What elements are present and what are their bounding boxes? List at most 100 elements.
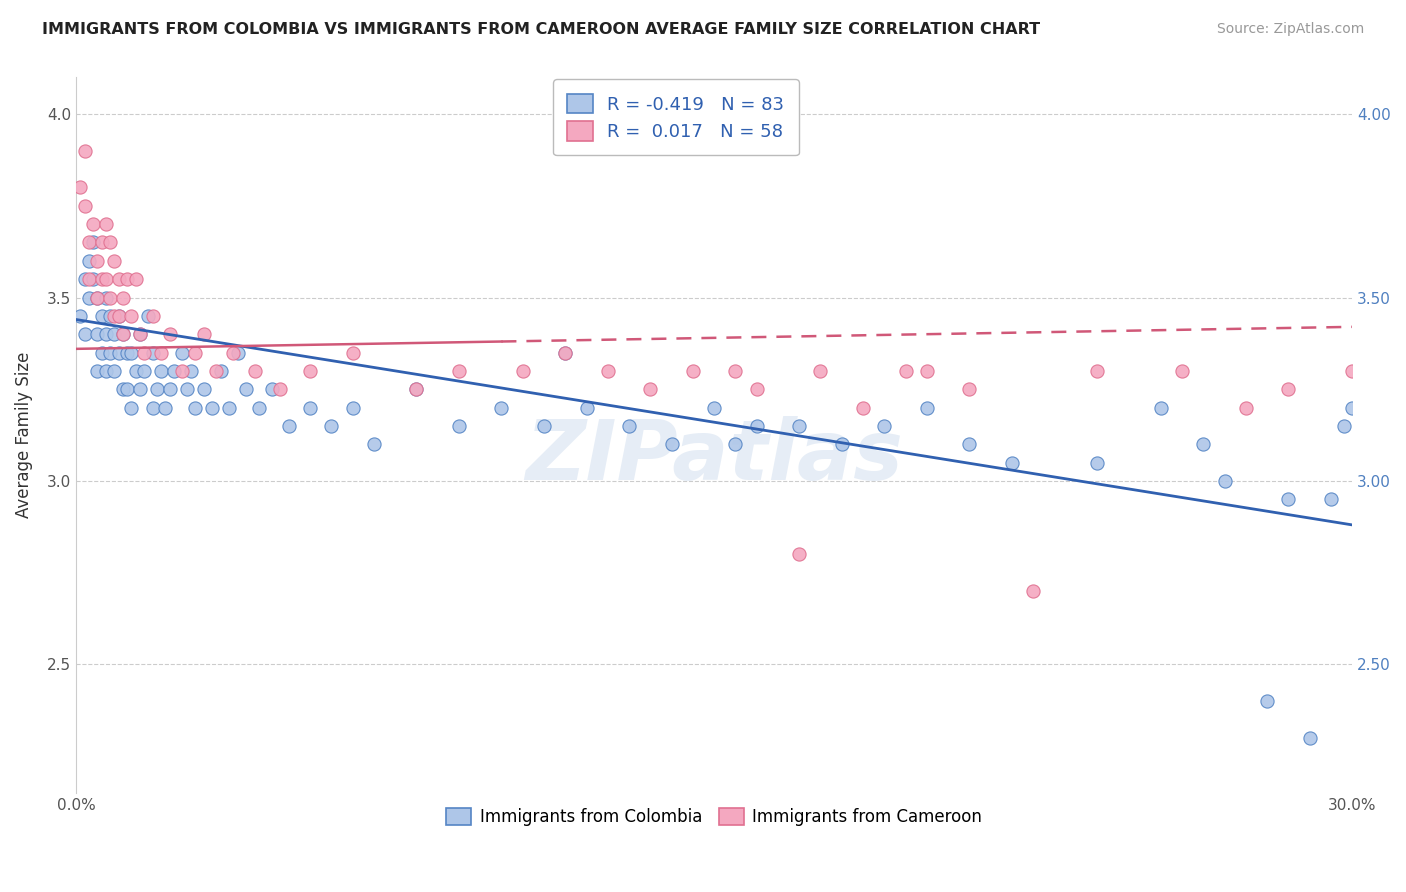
Point xyxy=(787,418,810,433)
Point xyxy=(1277,492,1299,507)
Point xyxy=(1234,401,1257,415)
Point xyxy=(243,364,266,378)
Point xyxy=(98,235,121,250)
Point xyxy=(103,364,125,378)
Point xyxy=(491,401,513,415)
Point xyxy=(661,437,683,451)
Point xyxy=(298,401,321,415)
Point xyxy=(873,418,896,433)
Point xyxy=(146,382,169,396)
Point xyxy=(128,382,150,396)
Point xyxy=(915,364,938,378)
Point xyxy=(90,309,112,323)
Point xyxy=(107,309,129,323)
Point xyxy=(201,401,224,415)
Point xyxy=(596,364,619,378)
Point xyxy=(1333,418,1355,433)
Point xyxy=(90,235,112,250)
Point xyxy=(724,364,747,378)
Point xyxy=(142,345,165,359)
Point xyxy=(1171,364,1194,378)
Point xyxy=(915,401,938,415)
Point xyxy=(94,291,117,305)
Point xyxy=(77,272,100,286)
Point xyxy=(1256,694,1278,708)
Point xyxy=(86,291,108,305)
Point xyxy=(128,327,150,342)
Point xyxy=(218,401,240,415)
Point xyxy=(1192,437,1215,451)
Point xyxy=(321,418,343,433)
Point xyxy=(554,345,576,359)
Point xyxy=(94,217,117,231)
Point xyxy=(205,364,228,378)
Point xyxy=(1150,401,1173,415)
Point xyxy=(184,401,207,415)
Y-axis label: Average Family Size: Average Family Size xyxy=(15,351,32,518)
Point xyxy=(222,345,245,359)
Point xyxy=(1001,456,1024,470)
Point xyxy=(1299,731,1322,745)
Point xyxy=(103,327,125,342)
Point xyxy=(107,272,129,286)
Text: IMMIGRANTS FROM COLOMBIA VS IMMIGRANTS FROM CAMEROON AVERAGE FAMILY SIZE CORRELA: IMMIGRANTS FROM COLOMBIA VS IMMIGRANTS F… xyxy=(42,22,1040,37)
Point xyxy=(1341,401,1364,415)
Point xyxy=(111,327,134,342)
Point xyxy=(98,309,121,323)
Point xyxy=(86,364,108,378)
Point xyxy=(73,272,96,286)
Point xyxy=(120,401,142,415)
Point xyxy=(103,309,125,323)
Point xyxy=(94,327,117,342)
Point xyxy=(852,401,875,415)
Point xyxy=(111,327,134,342)
Point xyxy=(363,437,385,451)
Point xyxy=(142,401,165,415)
Point xyxy=(894,364,917,378)
Point xyxy=(405,382,427,396)
Point xyxy=(82,272,104,286)
Point xyxy=(82,235,104,250)
Point xyxy=(77,291,100,305)
Point xyxy=(77,253,100,268)
Point xyxy=(120,309,142,323)
Point xyxy=(247,401,270,415)
Point xyxy=(132,364,155,378)
Point xyxy=(745,418,768,433)
Point xyxy=(1213,474,1236,488)
Point xyxy=(682,364,704,378)
Point xyxy=(640,382,662,396)
Point xyxy=(1320,492,1343,507)
Point xyxy=(115,272,138,286)
Text: Source: ZipAtlas.com: Source: ZipAtlas.com xyxy=(1216,22,1364,37)
Point xyxy=(77,235,100,250)
Point xyxy=(342,401,364,415)
Point xyxy=(107,309,129,323)
Point xyxy=(132,345,155,359)
Point xyxy=(209,364,232,378)
Point xyxy=(150,364,173,378)
Point xyxy=(405,382,427,396)
Legend: Immigrants from Colombia, Immigrants from Cameroon: Immigrants from Colombia, Immigrants fro… xyxy=(439,799,990,834)
Point xyxy=(124,272,146,286)
Point xyxy=(73,327,96,342)
Point xyxy=(69,309,91,323)
Point xyxy=(159,382,181,396)
Point xyxy=(86,291,108,305)
Point xyxy=(260,382,283,396)
Point xyxy=(831,437,853,451)
Point xyxy=(155,401,177,415)
Point xyxy=(193,327,215,342)
Point xyxy=(90,272,112,286)
Point xyxy=(1022,583,1045,598)
Point xyxy=(136,309,159,323)
Point xyxy=(124,364,146,378)
Point xyxy=(172,345,194,359)
Point xyxy=(447,364,470,378)
Point xyxy=(94,364,117,378)
Point xyxy=(90,345,112,359)
Point xyxy=(235,382,257,396)
Point xyxy=(111,382,134,396)
Point xyxy=(298,364,321,378)
Point xyxy=(128,327,150,342)
